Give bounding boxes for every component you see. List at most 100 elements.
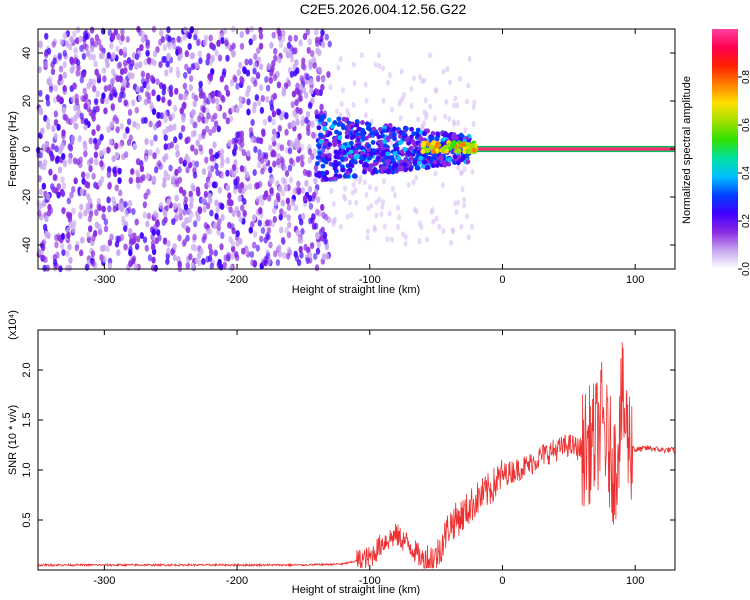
spectrogram-cell [71, 63, 76, 71]
spectrogram-cell [101, 67, 107, 75]
spectrogram-cell [127, 199, 133, 207]
spectrogram-cell [471, 147, 477, 153]
spectrogram-cell [192, 220, 198, 228]
spectrogram-cell [185, 234, 190, 242]
spectrogram-cell [363, 112, 368, 119]
spectrogram-cell [52, 57, 57, 65]
snr-x-ticks: -300 -200 -100 0 100 [93, 330, 644, 587]
spectrogram-cell [37, 203, 42, 211]
spectrogram-cell [117, 95, 123, 103]
spectrogram-cell [410, 139, 416, 145]
spectrogram-cell [169, 141, 175, 149]
spectrogram-cell [258, 84, 264, 92]
spectrogram-cell [205, 58, 210, 66]
spectrogram-cell [79, 112, 84, 120]
spectrogram-cell [303, 91, 309, 99]
spectrogram-cell [456, 119, 461, 126]
spectrogram-cell [235, 82, 240, 90]
spectrogram-cell [183, 93, 188, 101]
spectrogram-cell [343, 185, 348, 192]
spectrogram-cell [68, 221, 73, 229]
spectrogram-cell [225, 156, 230, 164]
spectrogram-cell [341, 150, 347, 156]
spectrogram-cell [140, 36, 146, 44]
spectrogram-cell [265, 84, 271, 92]
spectrogram-cell [420, 163, 426, 169]
spectrogram-cell [172, 254, 178, 262]
spectrogram-cell [216, 223, 221, 231]
spectrogram-cell [40, 127, 45, 135]
spectrogram-cell [45, 264, 50, 272]
spectrogram-cell [99, 149, 104, 157]
spectrogram-cell [198, 144, 203, 152]
spectrogram-cell [320, 41, 326, 49]
spectrogram-cell [434, 87, 439, 94]
spectrogram-cell [61, 249, 66, 257]
spectrogram-cell [235, 131, 240, 139]
spectrogram-cell [338, 223, 343, 230]
spectrogram-cell [337, 135, 343, 141]
spectrogram-cell [308, 63, 313, 71]
spectrogram-cell [240, 204, 245, 212]
spectrogram-cell [272, 215, 278, 223]
spectrogram-cell [123, 59, 128, 67]
spectrogram-cell [162, 44, 168, 52]
spectrogram-cell [90, 250, 96, 258]
spectrogram-cell [71, 226, 76, 234]
spectrogram-cell [222, 261, 227, 269]
spectrogram-cell [135, 85, 141, 93]
spectrogram-cell [62, 61, 67, 69]
spectrogram-cell [238, 215, 243, 223]
spectrogram-cell [88, 165, 93, 173]
spectrogram-cell [406, 181, 411, 188]
spectrogram-cell [109, 233, 114, 241]
spectrogram-cell [360, 120, 365, 125]
spectrogram-cell [245, 69, 251, 77]
spectrogram-cell [390, 157, 396, 163]
spectrogram-cell [185, 226, 191, 234]
spectrogram-cell [72, 82, 77, 90]
spectrogram-cell [273, 132, 278, 140]
spectrogram-cell [428, 103, 433, 110]
spectrogram-cell [332, 120, 338, 125]
spectrogram-cell [350, 158, 356, 164]
spectrogram-cell [294, 113, 299, 121]
spectrogram-cell [60, 232, 66, 240]
spectrogram-cell [46, 232, 51, 240]
spectrogram-cell [225, 169, 230, 177]
spectrogram-cell [365, 228, 370, 235]
spectrogram-cell [250, 259, 255, 267]
spectrogram-cell [289, 70, 295, 78]
spectrogram-cell [152, 152, 157, 160]
spectrogram-cell [253, 145, 258, 153]
spectrogram-cell [258, 207, 263, 215]
spectrogram-cell [312, 148, 317, 156]
spectrogram-cell [146, 96, 152, 104]
spectrogram-cell [187, 67, 192, 75]
spectrogram-cell [408, 156, 414, 162]
spectrogram-cell [109, 42, 114, 50]
spectrogram-cell [128, 249, 133, 257]
spectrogram-cell [239, 42, 245, 50]
spectrogram-cell [456, 199, 461, 206]
spectrogram-cell [441, 227, 446, 234]
spectrogram-cell [135, 122, 141, 130]
colorbar-tick-label: 0.2 [741, 214, 750, 228]
spectrogram-cell [185, 262, 190, 270]
spectrogram-cell [255, 71, 261, 79]
spectrogram-cell [470, 223, 475, 230]
spectrogram-cell [134, 53, 140, 61]
spectrogram-cell [364, 191, 369, 198]
spectrogram-cell [327, 142, 333, 147]
spectrogram-cell [269, 41, 274, 49]
spectrogram-cell [264, 76, 269, 84]
spectrogram-cell [362, 178, 367, 185]
spectrogram-cell [168, 124, 173, 132]
x-tick-label: -200 [226, 575, 248, 587]
spectrogram-cell [299, 218, 304, 226]
spectrogram-cell [145, 220, 150, 228]
spectrogram-cell [51, 40, 56, 48]
spectrogram-cell [333, 154, 339, 160]
spectrogram-cell [324, 176, 330, 182]
spectrogram-cell [234, 254, 240, 262]
